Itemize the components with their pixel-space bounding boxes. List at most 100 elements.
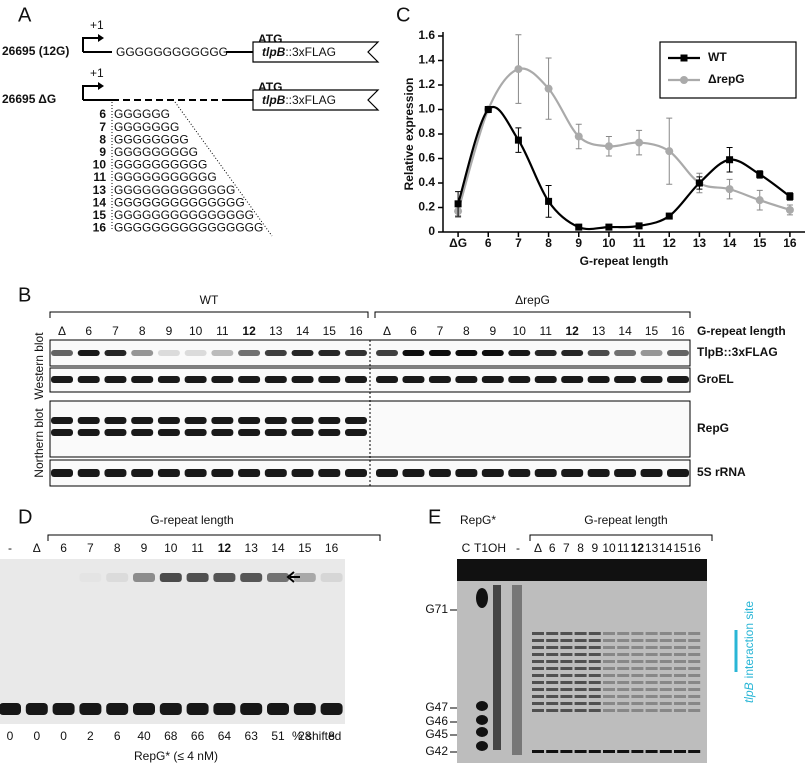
x-tick-label: 11 <box>633 236 646 250</box>
variant-sequence: GGGGGGGGGGGGG <box>114 183 235 197</box>
lane-label: - <box>516 541 520 555</box>
marker <box>604 142 613 151</box>
band <box>211 350 234 356</box>
marker <box>755 196 764 205</box>
band <box>184 376 207 383</box>
lane-label: 12 <box>631 541 645 555</box>
band <box>574 750 587 753</box>
lane-label: 6 <box>549 541 556 555</box>
band <box>574 653 587 656</box>
band <box>157 417 180 424</box>
band <box>104 417 127 424</box>
band <box>603 750 615 753</box>
band <box>532 660 544 663</box>
band <box>574 632 587 635</box>
variant-length: 6 <box>99 107 106 121</box>
band <box>574 695 587 698</box>
x-tick-label: 12 <box>663 236 677 250</box>
y-tick-label: 0 <box>428 224 435 238</box>
band <box>51 376 73 383</box>
variant-length: 14 <box>93 195 107 209</box>
lane-label: T1 <box>474 541 488 555</box>
free-probe <box>0 703 21 715</box>
band <box>131 350 154 356</box>
lane-label: 10 <box>602 541 616 555</box>
band <box>318 429 341 436</box>
band <box>674 750 686 753</box>
band <box>532 709 544 712</box>
band <box>376 350 398 356</box>
panel-label: E <box>428 506 441 528</box>
band <box>659 709 672 712</box>
band <box>645 709 658 712</box>
band <box>546 674 559 677</box>
x-label: RepG* (≤ 4 nM) <box>134 749 218 763</box>
band <box>428 350 451 356</box>
marker <box>544 84 553 93</box>
band <box>211 376 234 383</box>
gene-name: tlpB <box>262 45 286 59</box>
size-marker: G42 <box>425 744 448 758</box>
free-probe <box>25 703 48 715</box>
free-probe <box>213 703 236 715</box>
marker <box>725 185 734 194</box>
free-probe <box>320 703 343 715</box>
lane-label: 15 <box>298 541 312 555</box>
lane-label: 8 <box>139 324 146 338</box>
band <box>688 674 701 677</box>
band <box>546 750 559 753</box>
band <box>560 674 573 677</box>
band <box>688 688 701 691</box>
band <box>546 688 559 691</box>
band <box>588 667 601 670</box>
band <box>264 417 287 424</box>
band <box>645 674 658 677</box>
band <box>603 709 615 712</box>
band <box>631 674 644 677</box>
band <box>617 653 630 656</box>
variant-sequence: GGGGGGGGGGGGGGGG <box>114 221 263 235</box>
marker <box>665 212 673 220</box>
band <box>631 639 644 642</box>
marker <box>574 132 583 141</box>
shifted-band <box>186 573 209 582</box>
percent-value: 63 <box>245 729 259 743</box>
shifted-band <box>79 573 101 582</box>
y-tick-label: 1.4 <box>418 53 435 67</box>
band <box>574 674 587 677</box>
band <box>645 750 658 753</box>
panel-title: G-repeat length <box>150 513 233 527</box>
lane-label: 15 <box>323 324 337 338</box>
site-label: tlpB interaction site <box>742 601 756 703</box>
band <box>211 417 234 424</box>
band <box>645 653 658 656</box>
row-label: GroEL <box>697 372 734 386</box>
lane-label: 13 <box>269 324 283 338</box>
percent-value: 0 <box>60 729 67 743</box>
band <box>631 750 644 753</box>
band <box>77 350 100 356</box>
lane-label: 7 <box>563 541 570 555</box>
percent-value: 6 <box>114 729 121 743</box>
panel-label: C <box>396 4 410 26</box>
marker <box>605 223 613 231</box>
y-tick-label: 1.6 <box>418 28 435 42</box>
lane-label: Δ <box>534 541 542 555</box>
band <box>617 695 630 698</box>
y-tick-label: 1.2 <box>418 77 435 91</box>
band <box>291 429 314 436</box>
band <box>264 376 287 383</box>
percent-value: 0 <box>7 729 14 743</box>
percent-value: 51 <box>271 729 285 743</box>
band <box>659 639 672 642</box>
size-marker: G45 <box>425 727 448 741</box>
band <box>688 632 701 635</box>
band <box>157 469 180 477</box>
band <box>588 702 601 705</box>
bracket <box>47 534 381 541</box>
band <box>476 727 488 737</box>
band <box>560 702 573 705</box>
band <box>476 741 488 751</box>
lane-label: 15 <box>645 324 659 338</box>
band <box>574 646 587 649</box>
